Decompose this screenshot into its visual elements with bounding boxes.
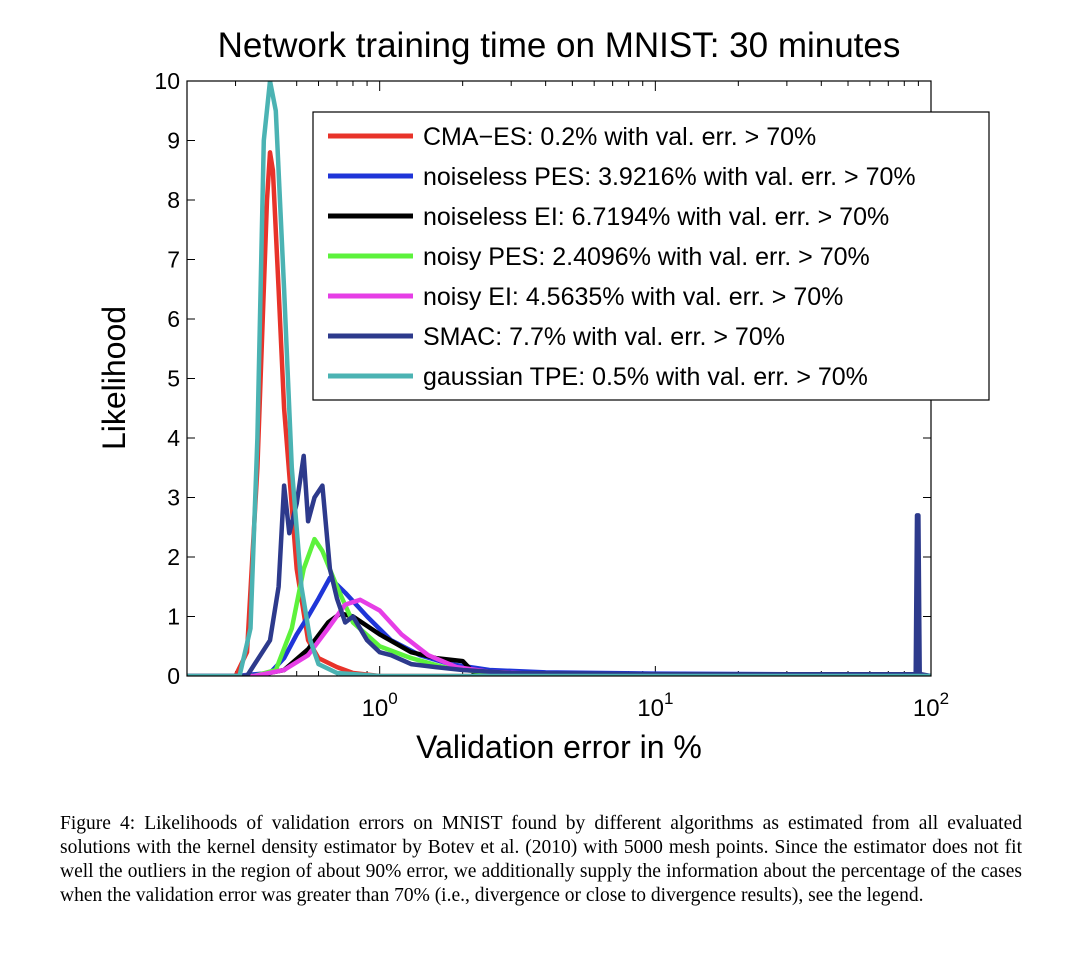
y-tick-label: 4 <box>167 425 180 451</box>
y-tick-label: 10 <box>154 68 180 94</box>
y-tick-label: 8 <box>167 187 180 213</box>
x-axis-label: Validation error in % <box>416 729 702 765</box>
y-tick-label: 3 <box>167 485 180 511</box>
legend-entry: noisy PES: 2.4096% with val. err. > 70% <box>423 243 870 271</box>
x-tick-label: 100 <box>362 689 398 722</box>
y-tick-label: 6 <box>167 306 180 332</box>
y-tick-label: 5 <box>167 366 180 392</box>
ticks-layer: 0 1 2 3 4 5 6 7 8 9 10 100 101 102 <box>154 68 949 722</box>
chart-svg: Network training time on MNIST: 30 minut… <box>96 26 990 765</box>
series-line-7 <box>187 81 931 676</box>
chart: Network training time on MNIST: 30 minut… <box>96 26 990 765</box>
legend-entry: noiseless EI: 6.7194% with val. err. > 7… <box>423 203 889 231</box>
legend-entry: noisy EI: 4.5635% with val. err. > 70% <box>423 283 843 311</box>
series-line-6 <box>187 453 931 676</box>
chart-title: Network training time on MNIST: 30 minut… <box>218 26 901 65</box>
y-tick-label: 7 <box>167 247 180 273</box>
series-layer <box>187 81 931 676</box>
legend-entry: CMA−ES: 0.2% with val. err. > 70% <box>423 123 816 151</box>
x-tick-label: 102 <box>913 689 949 722</box>
legend-entry: noiseless PES: 3.9216% with val. err. > … <box>423 163 916 191</box>
legend-entry: gaussian TPE: 0.5% with val. err. > 70% <box>423 363 868 391</box>
figure-caption: Figure 4: Likelihoods of validation erro… <box>60 813 1022 906</box>
legend: CMA−ES: 0.2% with val. err. > 70% noisele… <box>312 111 990 401</box>
y-tick-label: 1 <box>167 604 180 630</box>
legend-box <box>312 111 990 401</box>
y-tick-label: 0 <box>167 663 180 689</box>
x-tick-label: 101 <box>637 689 673 722</box>
y-tick-label: 9 <box>167 128 180 154</box>
legend-entry: SMAC: 7.7% with val. err. > 70% <box>423 323 785 351</box>
y-axis-label: Likelihood <box>96 306 132 450</box>
y-tick-label: 2 <box>167 544 180 570</box>
